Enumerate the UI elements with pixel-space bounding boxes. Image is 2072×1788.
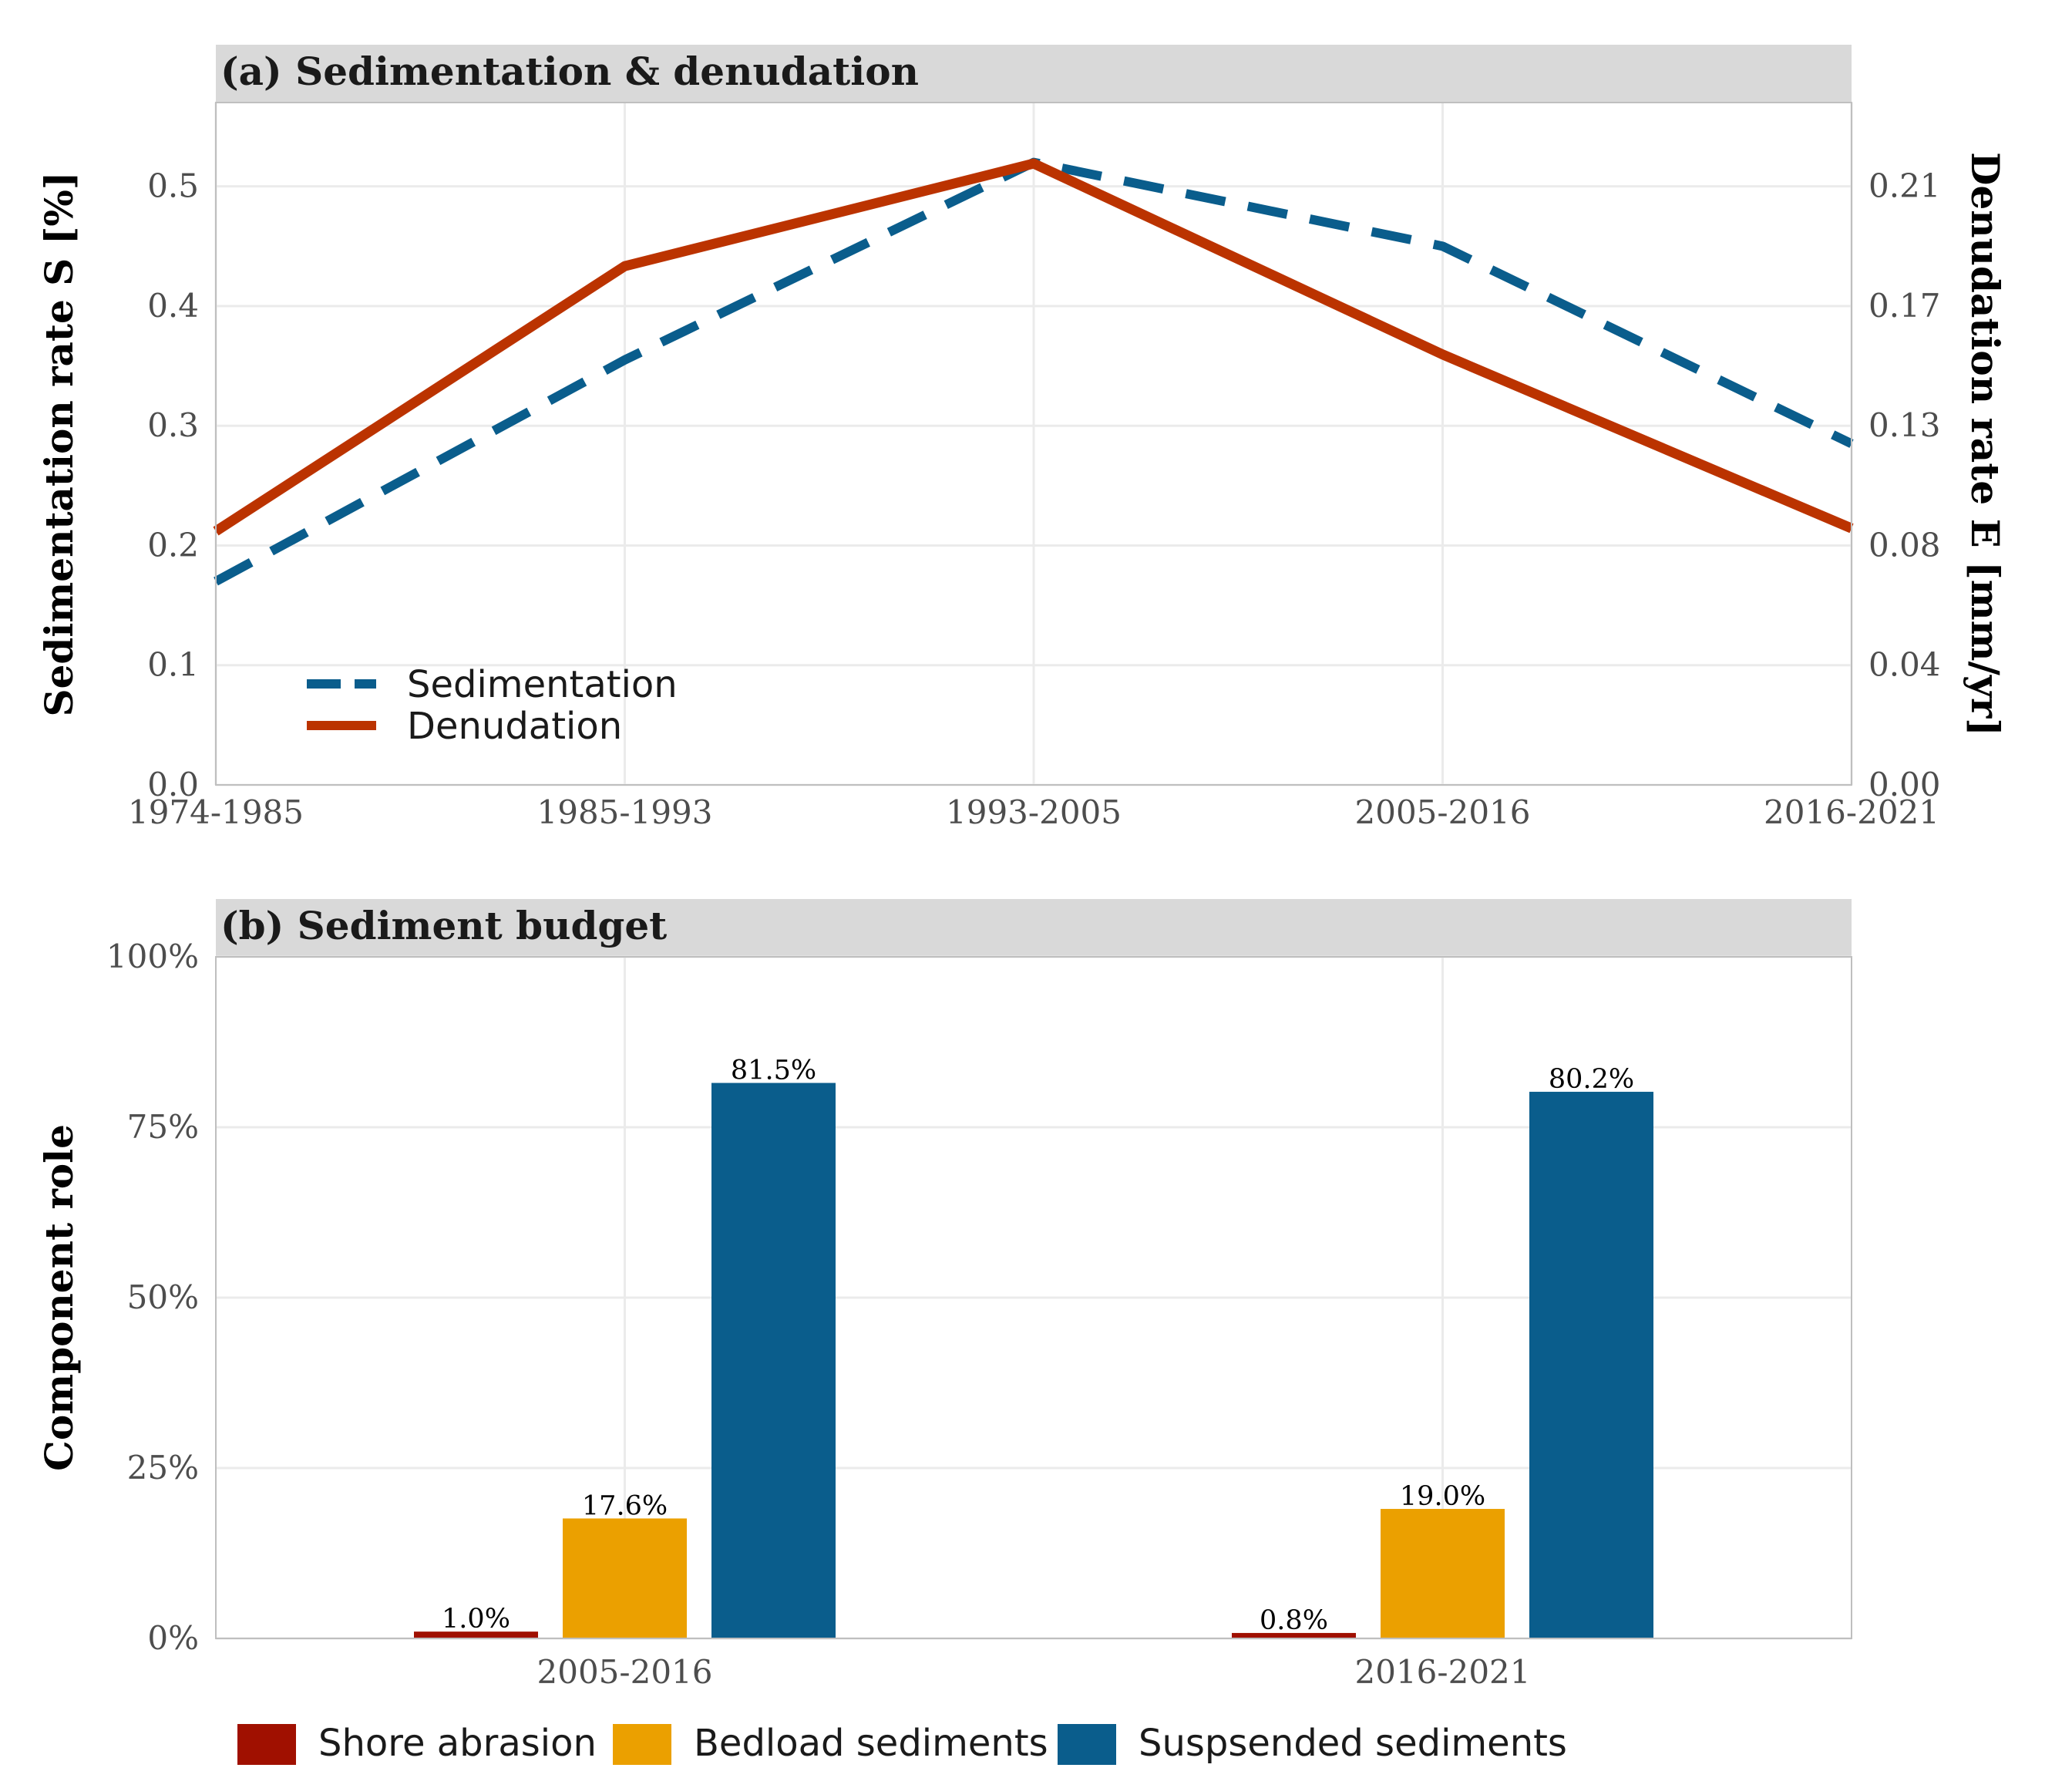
panel-b-y-tick-label: 75% [127,1108,199,1146]
panel-b-x-tick-label: 2016-2021 [1355,1653,1531,1691]
bar-suspsended-sediments [711,1083,836,1638]
panel-a-left-ticks: 0.0 0.1 0.2 0.3 0.4 0.5 [147,167,199,803]
panel-a-left-tick-label: 0.0 [147,766,199,803]
panel-a-right-tick-label: 0.13 [1868,406,1941,444]
panel-a-right-tick-label: 0.17 [1868,287,1941,325]
bar-value-label: 81.5% [731,1056,816,1086]
panel-b-x-ticks: 2005-2016 2016-2021 [537,1653,1531,1691]
legend-label-denudation: Denudation [407,705,622,748]
legend-label-shore-abrasion: Shore abrasion [318,1722,597,1765]
bar-value-label: 80.2% [1549,1064,1634,1095]
bar-shore-abrasion [1232,1632,1356,1638]
panel-a-left-tick-label: 0.5 [147,167,199,205]
panel-a-left-axis-title: Sedimentation rate S [%] [36,171,82,716]
panel-a-right-tick-label: 0.04 [1868,646,1941,684]
panel-b-y-tick-label: 50% [127,1278,199,1316]
panel-b-legend: Shore abrasion Bedload sediments Suspsende… [237,1722,1567,1765]
panel-a-right-tick-label: 0.21 [1868,167,1941,205]
panel-a-right-tick-label: 0.08 [1868,526,1941,564]
panel-b-y-tick-label: 0% [147,1619,199,1657]
panel-b-y-tick-label: 25% [127,1449,199,1487]
panel-a-right-ticks: 0.00 0.04 0.08 0.13 0.17 0.21 [1868,167,1941,803]
panel-b-strip [216,899,1852,957]
panel-a-x-tick-label: 2016-2021 [1764,793,1939,831]
bar-suspsended-sediments [1529,1092,1653,1638]
bar-bedload-sediments [563,1518,687,1638]
panel-b-x-tick-label: 2005-2016 [537,1653,713,1691]
panel-a-lines [213,157,1854,586]
panel-a-left-tick-label: 0.4 [147,287,199,325]
bar-value-label: 1.0% [442,1604,510,1635]
bar-value-label: 17.6% [582,1490,668,1521]
panel-a-x-tick-label: 1985-1993 [537,793,713,831]
panel-a-border [215,102,1852,786]
legend-label-bedload-sediments: Bedload sediments [694,1722,1048,1765]
bar-value-label: 0.8% [1260,1605,1328,1636]
panel-a-left-tick-label: 0.3 [147,406,199,444]
legend-key-shore-abrasion [237,1724,296,1765]
panel-b-y-ticks: 0% 25% 50% 75% 100% [106,938,199,1657]
legend-key-bedload-sediments [613,1724,671,1765]
bar-shore-abrasion [414,1631,538,1638]
bar-value-label: 19.0% [1400,1481,1485,1512]
legend-label-suspsended-sediments: Suspsended sediments [1139,1722,1567,1765]
panel-b-bars: 1.0% 17.6% 81.5% 0.8% 19.0% 80.2% [414,1056,1653,1638]
panel-b-title: (b) Sediment budget [220,903,667,948]
legend-label-sedimentation: Sedimentation [407,663,678,706]
panel-a-right-axis-title: Denudation rate E [mm/yr] [1963,152,2008,736]
panel-a: (a) Sedimentation & denudation 0.0 0.1 0.2… [36,45,2008,831]
panel-a-x-tick-label: 2005-2016 [1355,793,1531,831]
panel-a-strip [216,45,1852,103]
panel-b-y-axis-title: Component role [36,1124,82,1471]
panel-a-left-tick-label: 0.1 [147,646,199,684]
panel-a-x-tick-label: 1974-1985 [128,793,304,831]
panel-a-x-tick-label: 1993-2005 [946,793,1122,831]
panel-b-border [215,956,1852,1639]
panel-a-x-ticks: 1974-1985 1985-1993 1993-2005 2005-2016 2016… [128,793,1939,831]
panel-a-left-tick-label: 0.2 [147,526,199,564]
bar-bedload-sediments [1381,1509,1505,1638]
panel-b: (b) Sediment budget 1.0% 17.6% 81.5% 0.8% 19… [36,899,1852,1765]
series-line-denudation [213,158,1854,536]
panel-a-title: (a) Sedimentation & denudation [220,49,919,94]
panel-a-right-tick-label: 0.00 [1868,766,1941,803]
panel-b-y-tick-label: 100% [106,938,199,975]
legend-key-suspsended-sediments [1058,1724,1116,1765]
